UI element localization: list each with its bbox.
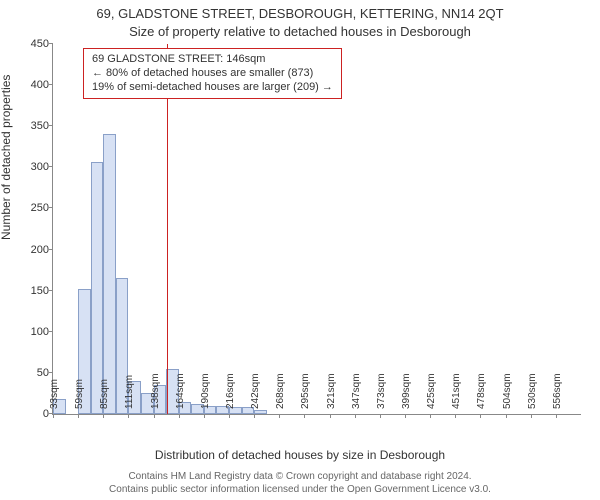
x-tick-mark bbox=[480, 414, 481, 418]
chart-container: 69, GLADSTONE STREET, DESBOROUGH, KETTER… bbox=[0, 0, 600, 500]
y-tick-mark bbox=[49, 290, 53, 291]
x-tick-mark bbox=[254, 414, 255, 418]
x-tick-mark bbox=[128, 414, 129, 418]
y-tick-label: 250 bbox=[19, 202, 49, 214]
x-tick-mark bbox=[455, 414, 456, 418]
histogram-bar bbox=[103, 134, 116, 414]
x-tick-mark bbox=[355, 414, 356, 418]
x-tick-label: 33sqm bbox=[49, 379, 60, 409]
x-tick-mark bbox=[430, 414, 431, 418]
x-tick-mark bbox=[506, 414, 507, 418]
x-tick-mark bbox=[380, 414, 381, 418]
chart-title-line1: 69, GLADSTONE STREET, DESBOROUGH, KETTER… bbox=[0, 6, 600, 21]
x-tick-label: 59sqm bbox=[74, 379, 85, 409]
x-tick-label: 242sqm bbox=[250, 373, 261, 409]
x-tick-label: 85sqm bbox=[99, 379, 110, 409]
chart-title-line2: Size of property relative to detached ho… bbox=[0, 24, 600, 39]
x-tick-label: 138sqm bbox=[150, 373, 161, 409]
callout-line2: ← 80% of detached houses are smaller (87… bbox=[92, 67, 333, 81]
y-tick-label: 200 bbox=[19, 244, 49, 256]
x-tick-mark bbox=[330, 414, 331, 418]
x-tick-label: 111sqm bbox=[124, 375, 135, 409]
y-tick-label: 450 bbox=[19, 38, 49, 50]
footer-line2: Contains public sector information licen… bbox=[0, 484, 600, 497]
x-tick-label: 190sqm bbox=[200, 373, 211, 409]
y-tick-mark bbox=[49, 331, 53, 332]
y-tick-mark bbox=[49, 207, 53, 208]
callout-line1: 69 GLADSTONE STREET: 146sqm bbox=[92, 53, 333, 67]
x-tick-label: 295sqm bbox=[300, 373, 311, 409]
y-tick-label: 100 bbox=[19, 326, 49, 338]
x-tick-mark bbox=[229, 414, 230, 418]
x-tick-label: 268sqm bbox=[275, 373, 286, 409]
x-tick-label: 451sqm bbox=[451, 373, 462, 409]
x-tick-label: 216sqm bbox=[225, 373, 236, 409]
y-tick-mark bbox=[49, 125, 53, 126]
y-tick-mark bbox=[49, 249, 53, 250]
histogram-bar bbox=[254, 410, 267, 414]
x-tick-label: 321sqm bbox=[326, 373, 337, 409]
x-tick-mark bbox=[531, 414, 532, 418]
y-tick-label: 400 bbox=[19, 79, 49, 91]
x-tick-label: 504sqm bbox=[502, 373, 513, 409]
x-tick-label: 347sqm bbox=[351, 373, 362, 409]
plot-area: 05010015020025030035040045033sqm59sqm85s… bbox=[52, 44, 581, 415]
x-tick-label: 478sqm bbox=[476, 373, 487, 409]
y-tick-label: 0 bbox=[19, 408, 49, 420]
x-tick-mark bbox=[279, 414, 280, 418]
x-tick-mark bbox=[304, 414, 305, 418]
marker-line bbox=[167, 44, 168, 414]
y-tick-label: 150 bbox=[19, 285, 49, 297]
histogram-bar bbox=[91, 162, 104, 414]
callout-line3: 19% of semi-detached houses are larger (… bbox=[92, 81, 333, 95]
y-tick-mark bbox=[49, 372, 53, 373]
footer-line1: Contains HM Land Registry data © Crown c… bbox=[0, 471, 600, 484]
x-tick-mark bbox=[556, 414, 557, 418]
x-tick-label: 399sqm bbox=[401, 373, 412, 409]
y-tick-mark bbox=[49, 43, 53, 44]
footer-attribution: Contains HM Land Registry data © Crown c… bbox=[0, 471, 600, 496]
x-tick-label: 530sqm bbox=[527, 373, 538, 409]
x-axis-label: Distribution of detached houses by size … bbox=[0, 448, 600, 462]
x-tick-label: 556sqm bbox=[552, 373, 563, 409]
x-tick-mark bbox=[154, 414, 155, 418]
y-axis-label: Number of detached properties bbox=[0, 75, 13, 240]
x-tick-mark bbox=[53, 414, 54, 418]
callout-box: 69 GLADSTONE STREET: 146sqm← 80% of deta… bbox=[83, 48, 342, 99]
x-tick-label: 425sqm bbox=[426, 373, 437, 409]
x-tick-label: 164sqm bbox=[175, 373, 186, 409]
x-tick-label: 373sqm bbox=[376, 373, 387, 409]
y-tick-label: 350 bbox=[19, 120, 49, 132]
y-tick-mark bbox=[49, 84, 53, 85]
x-tick-mark bbox=[405, 414, 406, 418]
x-tick-mark bbox=[179, 414, 180, 418]
x-tick-mark bbox=[204, 414, 205, 418]
x-tick-mark bbox=[103, 414, 104, 418]
x-tick-mark bbox=[78, 414, 79, 418]
y-tick-label: 50 bbox=[19, 367, 49, 379]
y-tick-mark bbox=[49, 166, 53, 167]
y-tick-label: 300 bbox=[19, 161, 49, 173]
